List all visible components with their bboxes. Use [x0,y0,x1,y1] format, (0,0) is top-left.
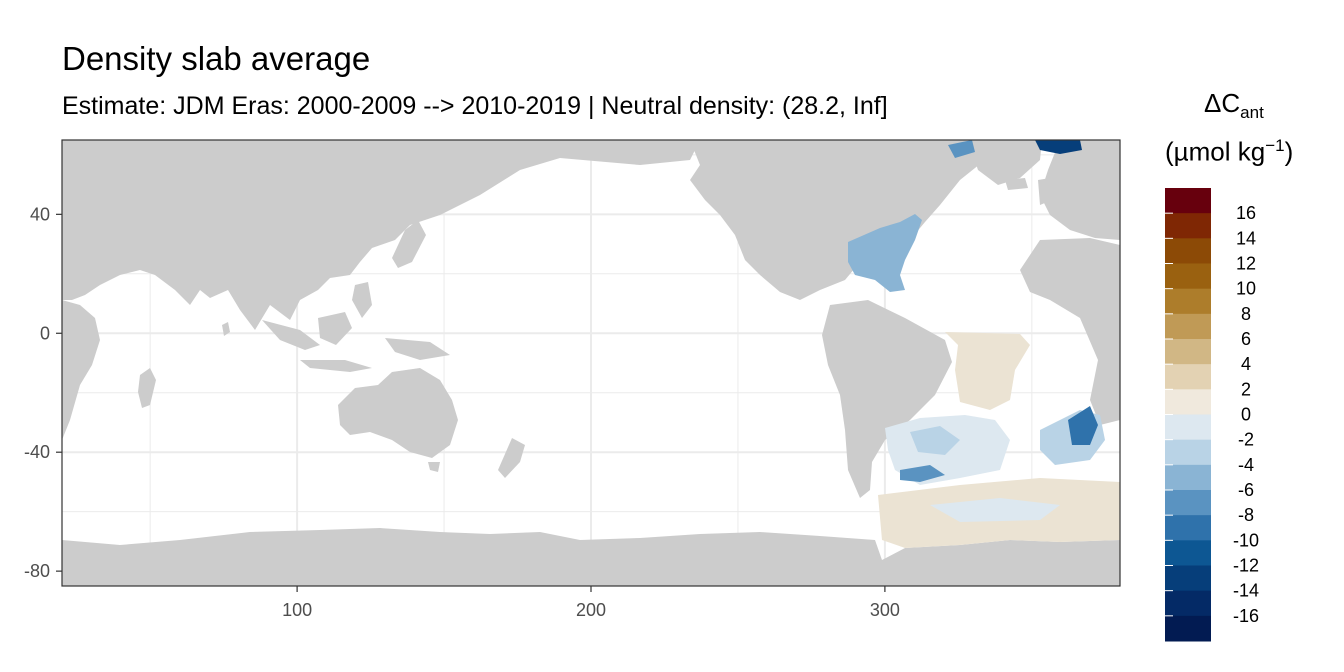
land-layer [62,140,1120,586]
land-antarctica [62,528,1120,586]
y-tick-label: -40 [24,442,50,462]
legend-swatch [1165,565,1211,592]
y-tick-label: -80 [24,561,50,581]
legend-swatch [1165,464,1211,491]
land-britain [1038,178,1052,205]
legend-swatch [1165,439,1211,466]
patch-cape-core [1068,406,1098,445]
legend-label: -10 [1233,530,1259,550]
legend-labels: 16 14 12 10 8 6 4 2 0 -2 -4 -6 -8 -10 -12 -14 -16 [1165,203,1259,626]
legend-swatch [1165,313,1211,340]
patch-labrador [1035,140,1082,154]
legend-label: 8 [1241,304,1251,324]
land-tasmania [428,462,440,472]
legend-label: -6 [1238,480,1254,500]
x-tick-label: 200 [576,600,606,620]
legend-swatch [1165,288,1211,315]
patch-nordic [948,140,975,158]
land-madagascar [138,368,156,408]
legend-units: (µmol kg−1) [1165,136,1293,168]
legend-swatch [1165,414,1211,441]
land-africa-west [1020,238,1120,425]
land-borneo [318,312,352,345]
anomaly-layer [848,140,1120,548]
legend-swatch [1165,540,1211,566]
legend-swatch [1165,213,1211,239]
land-asia [62,140,700,330]
legend-units-close: ) [1284,136,1294,167]
patch-scotia [900,465,945,482]
land-indonesia-1 [262,320,320,350]
x-tick-label: 100 [282,600,312,620]
legend-units-sup: −1 [1265,136,1285,155]
land-iceland [1005,178,1028,190]
legend-label: 16 [1236,203,1256,223]
land-new-guinea [385,338,450,360]
legend-label: 4 [1241,354,1251,374]
legend-title: ΔCant [1204,88,1264,123]
land-australia [338,368,458,458]
land-south-america [822,300,952,498]
patch-north-atlantic [848,214,922,292]
y-tick-label: 0 [40,323,50,343]
legend-label: 0 [1241,405,1251,425]
land-north-america [690,140,1030,300]
legend-label: -16 [1233,606,1259,626]
legend-swatch [1165,515,1211,541]
legend-swatch [1165,364,1211,390]
land-indonesia-2 [300,360,372,372]
land-srilanka [222,322,230,336]
legend-swatch [1165,188,1211,214]
legend-label: -8 [1238,505,1254,525]
legend-units-open: (µmol kg [1165,136,1266,167]
legend-label: -14 [1233,581,1259,601]
y-tick-label: 40 [30,204,50,224]
legend-label: -4 [1238,455,1254,475]
legend-swatch [1165,339,1211,365]
legend-title-sub: ant [1240,103,1264,123]
land-new-zealand [498,438,525,478]
legend-label: 2 [1241,379,1251,399]
legend-label: 10 [1236,279,1256,299]
patch-argentine-inner [910,426,960,455]
legend-swatch [1165,389,1211,415]
x-tick-label: 300 [870,600,900,620]
legend-swatch [1165,590,1211,617]
legend-label: -2 [1238,430,1254,450]
legend-label: 14 [1236,228,1256,248]
legend-colorbar [1165,188,1211,642]
legend-label: -12 [1233,556,1259,576]
land-greenland [968,140,1042,185]
legend-swatch [1165,238,1211,264]
patch-south-atlantic [945,332,1030,410]
land-africa-east [62,300,100,440]
plot-subtitle: Estimate: JDM Eras: 2000-2009 --> 2010-2… [62,92,888,120]
land-philippines [352,282,372,318]
legend-swatch [1165,490,1211,516]
patch-weddell-blue [930,498,1060,522]
legend-swatch [1165,615,1211,642]
land-japan [392,220,426,268]
legend-title-main: ΔC [1204,88,1241,118]
plot-title: Density slab average [62,40,371,77]
legend-label: 12 [1236,254,1256,274]
legend-label: 6 [1241,329,1251,349]
legend-swatch [1165,263,1211,290]
land-europe [1040,140,1120,240]
